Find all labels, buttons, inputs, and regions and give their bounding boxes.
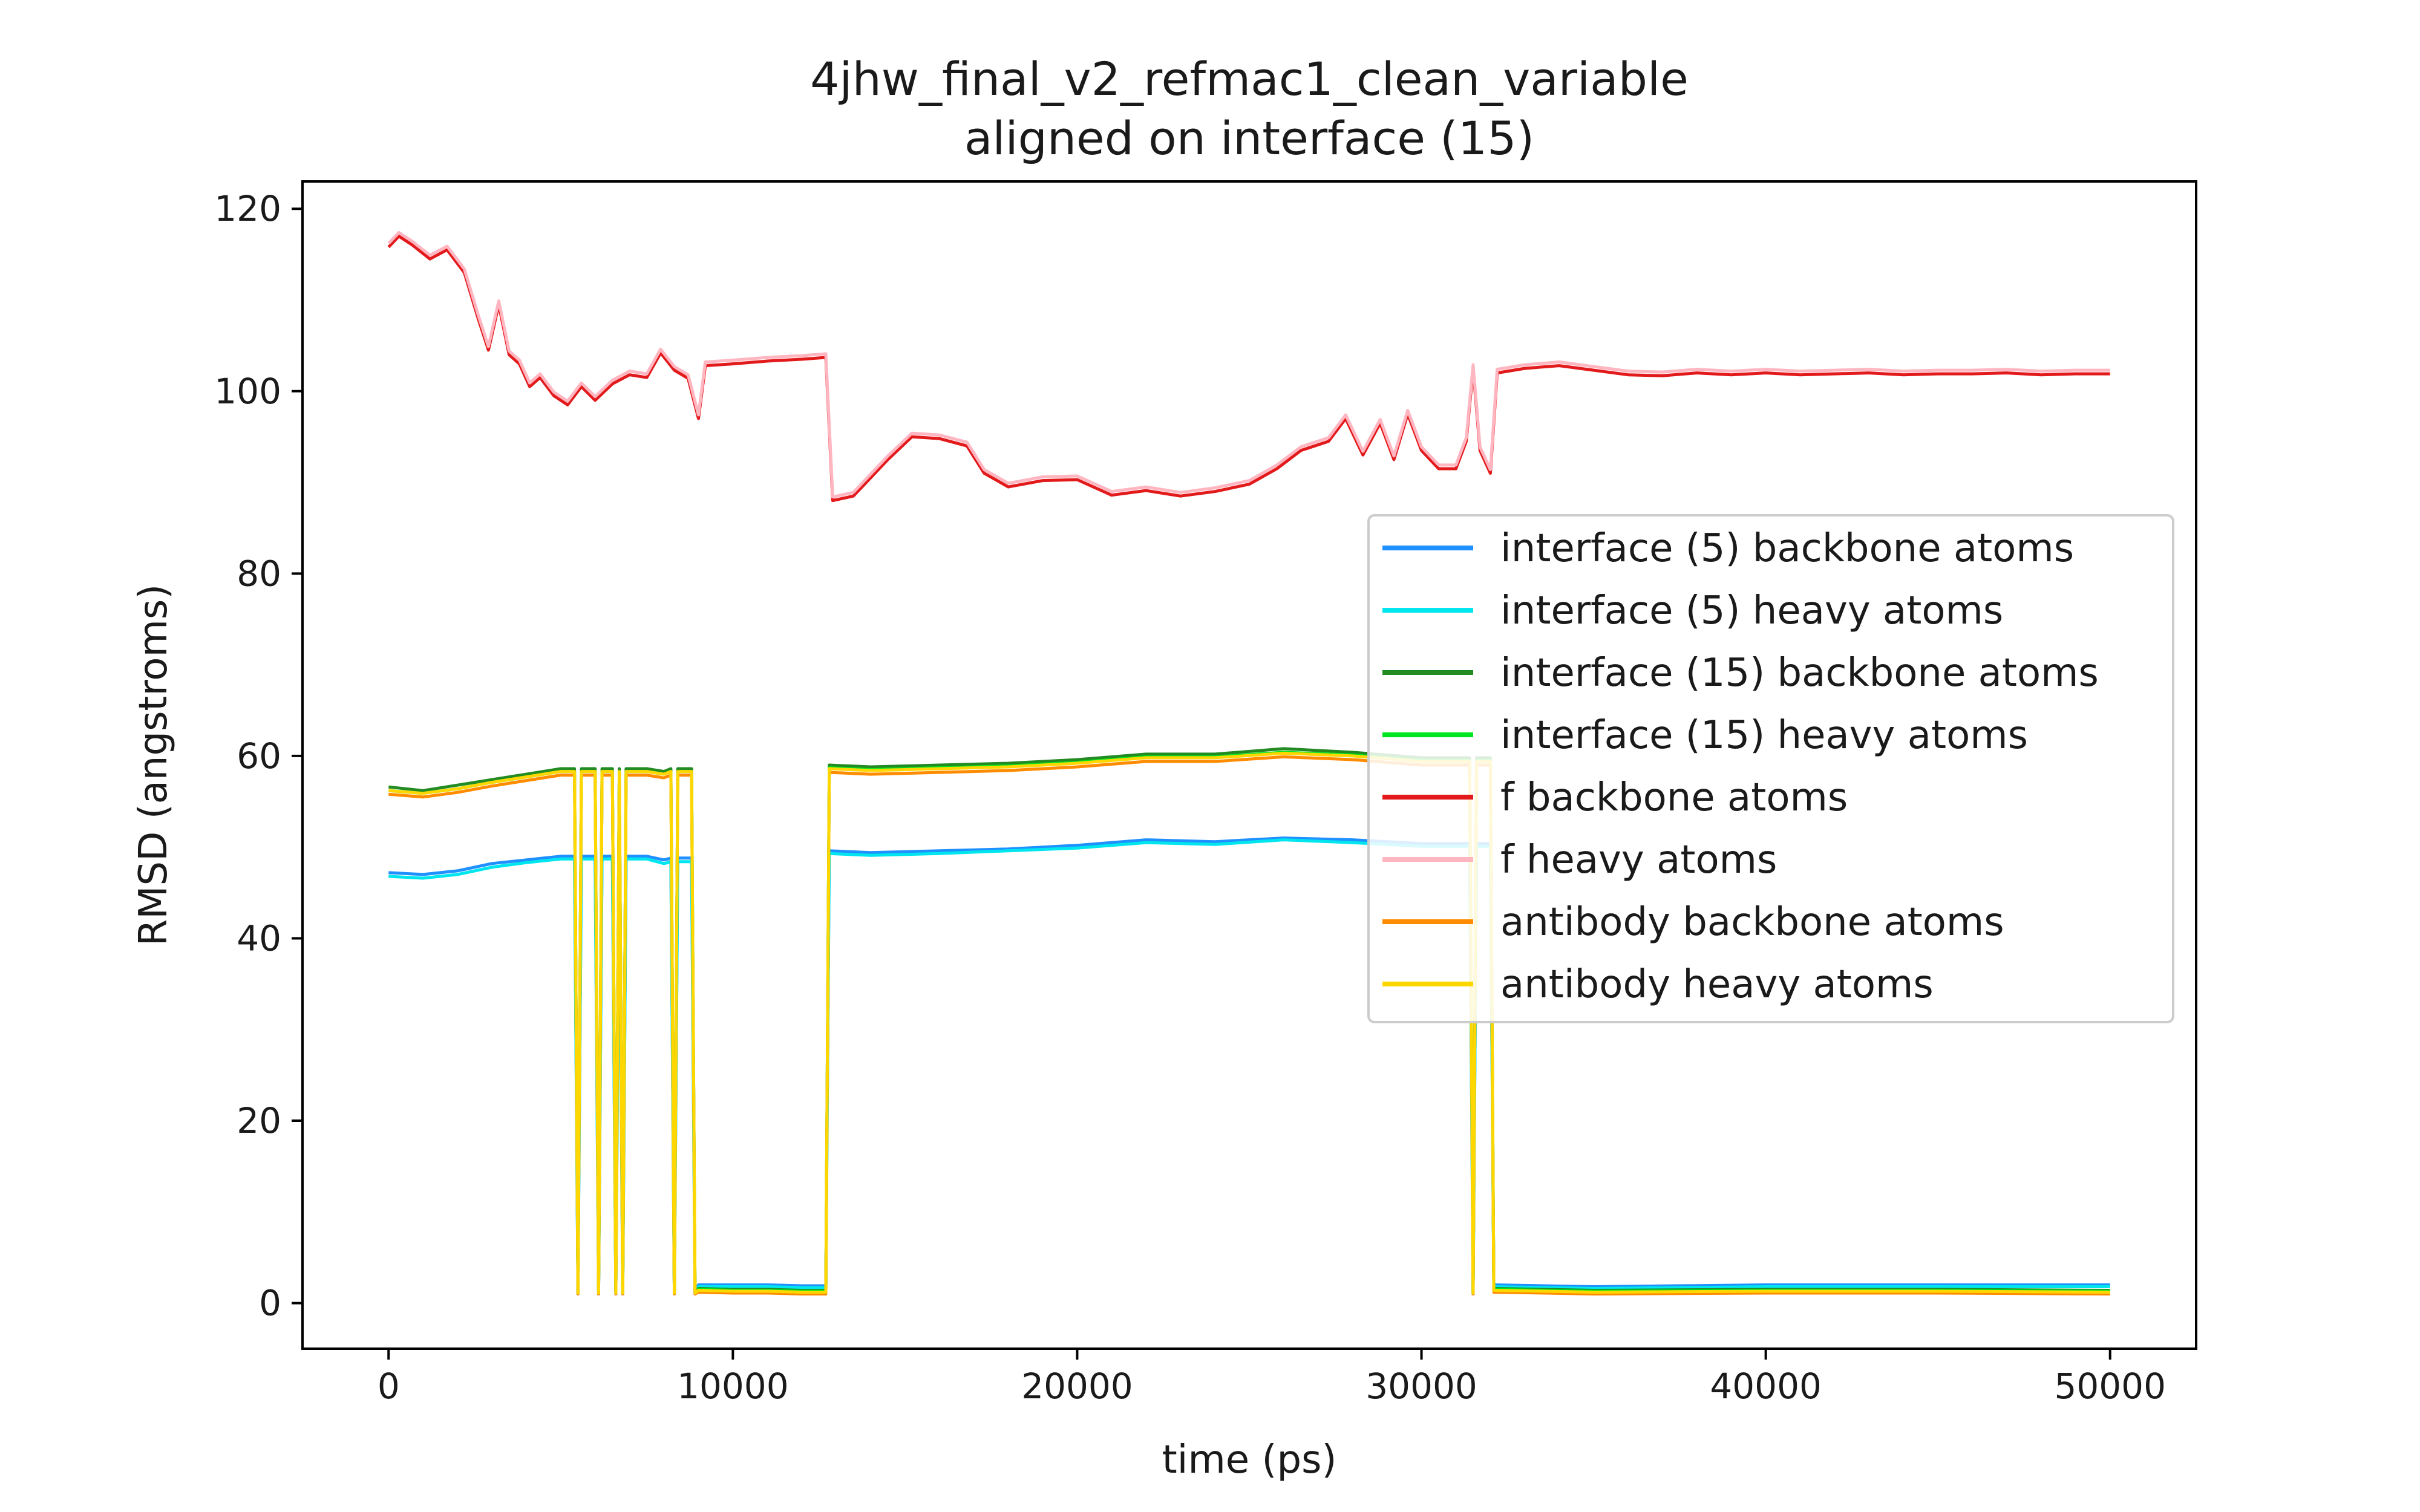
legend-label: f heavy atoms <box>1500 838 1777 882</box>
series-line-6 <box>387 230 2110 499</box>
plot-area <box>301 180 2197 1350</box>
y-axis-label: RMSD (angstroms) <box>131 584 176 946</box>
legend-label: f backbone atoms <box>1500 775 1848 820</box>
x-tick-label: 20000 <box>1021 1366 1133 1407</box>
legend-entries: interface (5) backbone atoms interface (5… <box>1382 526 2099 1007</box>
legend: interface (5) backbone atoms interface (5… <box>1367 514 2174 1023</box>
x-axis: 0 10000 20000 30000 40000 50000 <box>378 1349 2166 1407</box>
y-tick-label: 20 <box>237 1100 281 1141</box>
legend-label: interface (5) heavy atoms <box>1500 588 2003 633</box>
y-tick-label: 80 <box>237 553 281 594</box>
x-tick-label: 40000 <box>1710 1366 1822 1407</box>
series-line-5 <box>387 235 2110 503</box>
x-tick-label: 30000 <box>1365 1366 1477 1407</box>
legend-label: interface (5) backbone atoms <box>1500 526 2074 571</box>
x-tick-label: 50000 <box>2054 1366 2166 1407</box>
x-tick-label: 0 <box>378 1366 400 1407</box>
y-tick-label: 60 <box>237 735 281 777</box>
legend-label: interface (15) backbone atoms <box>1500 651 2099 696</box>
y-tick-label: 40 <box>237 917 281 959</box>
y-tick-label: 100 <box>214 371 281 412</box>
y-tick-label: 0 <box>259 1283 281 1324</box>
chart-title: 4jhw_final_v2_refmac1_clean_variable <box>810 52 1689 106</box>
legend-label: antibody backbone atoms <box>1500 900 2004 945</box>
plot-frame <box>301 180 2197 1350</box>
chart-subtitle: aligned on interface (15) <box>964 111 1534 165</box>
legend-label: antibody heavy atoms <box>1500 962 1934 1007</box>
x-tick-label: 10000 <box>677 1366 789 1407</box>
y-tick-label: 120 <box>214 188 281 229</box>
legend-box <box>1367 514 2174 1023</box>
legend-label: interface (15) heavy atoms <box>1500 713 2028 758</box>
x-axis-label: time (ps) <box>1162 1438 1337 1482</box>
y-axis: 0 20 40 60 80 100 120 <box>214 188 302 1324</box>
series-layer <box>387 230 2110 1295</box>
